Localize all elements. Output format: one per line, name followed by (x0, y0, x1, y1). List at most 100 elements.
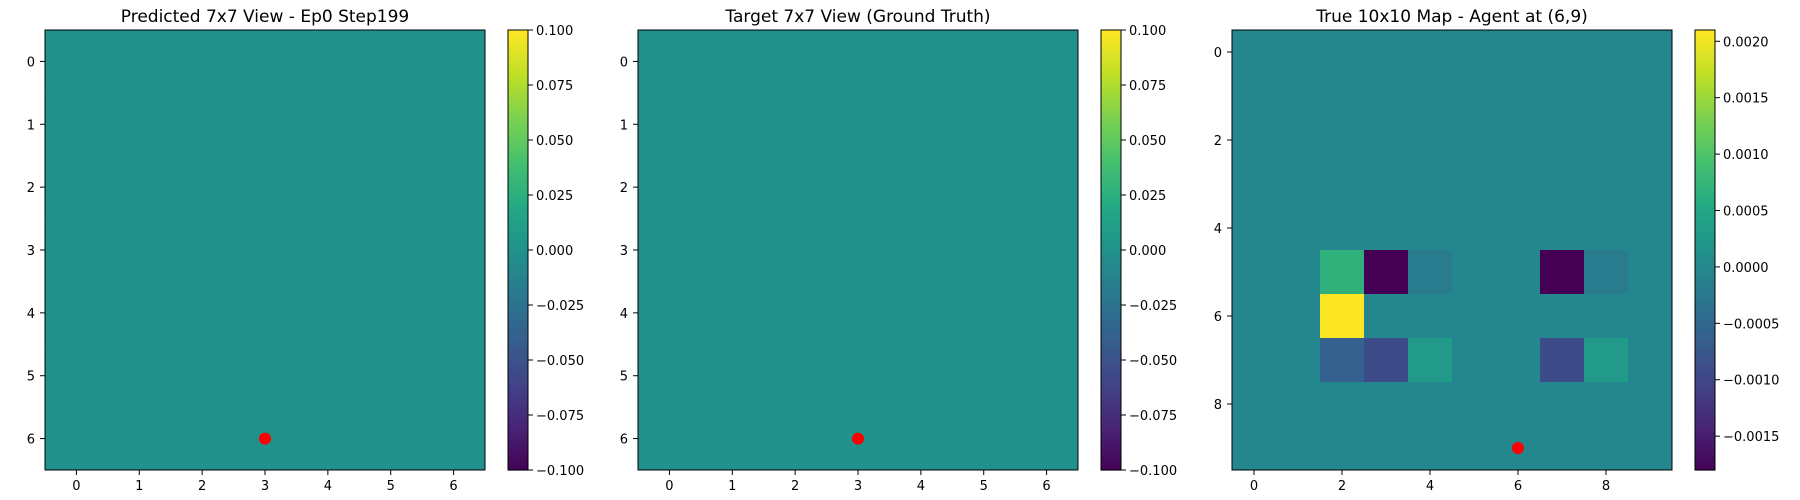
colorbar-segment (1695, 290, 1715, 295)
x-tick-label: 0 (72, 479, 80, 494)
heatmap-cell (1628, 250, 1673, 295)
colorbar-segment (1101, 349, 1121, 354)
colorbar-segment (508, 129, 528, 134)
heatmap-cell (45, 344, 109, 408)
colorbar-segment (1101, 44, 1121, 49)
heatmap-cell (952, 281, 1016, 345)
colorbar-segment (1695, 206, 1715, 211)
colorbar-segment (1101, 305, 1121, 310)
heatmap-cell (763, 155, 828, 220)
heatmap-cell (889, 218, 953, 282)
heatmap-cell (359, 30, 423, 94)
colorbar-segment (1101, 374, 1121, 379)
colorbar-segment (1695, 378, 1715, 383)
colorbar-tick-label: −0.050 (1129, 354, 1177, 369)
x-tick-label: 2 (1338, 479, 1346, 494)
colorbar-segment (1101, 110, 1121, 115)
heatmap-cell (170, 407, 235, 471)
heatmap-cell (889, 30, 953, 94)
colorbar-segment (508, 143, 528, 148)
heatmap-cell (107, 30, 172, 94)
colorbar-tick-label: −0.0005 (1723, 317, 1779, 332)
colorbar-segment (1695, 385, 1715, 390)
heatmap-cell (45, 281, 109, 345)
colorbar-segment (1695, 30, 1715, 35)
heatmap-cell (1364, 74, 1409, 119)
x-tick-label: 1 (728, 479, 736, 494)
y-tick-label: 2 (620, 181, 628, 196)
colorbar-segment (1101, 371, 1121, 376)
colorbar-tick-label: 0.075 (1129, 79, 1166, 94)
colorbar-segment (1101, 184, 1121, 189)
x-tick-label: 4 (1426, 479, 1434, 494)
heatmap-cell (1232, 250, 1277, 295)
y-tick-label: 0 (27, 55, 35, 70)
x-tick-label: 0 (1250, 479, 1258, 494)
heatmap-cell (170, 155, 235, 220)
y-tick-label: 4 (1214, 222, 1222, 237)
colorbar-segment (1695, 165, 1715, 170)
colorbar-segment (1101, 217, 1121, 222)
colorbar-segment (1695, 92, 1715, 97)
colorbar-segment (1101, 360, 1121, 365)
colorbar-segment (1695, 440, 1715, 445)
y-tick-label: 2 (1214, 134, 1222, 149)
heatmap-cell (1584, 250, 1629, 295)
colorbar-segment (508, 327, 528, 332)
colorbar-segment (1695, 360, 1715, 365)
heatmap-cell (1540, 206, 1585, 251)
colorbar-segment (508, 37, 528, 42)
heatmap-cell (1320, 206, 1365, 251)
heatmap-panel-2: Target 7x7 View (Ground Truth) 0 1 2 3 4 5 6 0 1 2… (620, 7, 1177, 494)
heatmap-cell (638, 92, 702, 157)
colorbar-segment (1695, 466, 1715, 471)
heatmap-cell (233, 344, 297, 408)
colorbar-segment (1101, 107, 1121, 112)
heatmap-cell (45, 218, 109, 282)
heatmap-cell (1452, 74, 1497, 119)
colorbar-segment (508, 136, 528, 141)
colorbar-segment (1101, 433, 1121, 438)
colorbar-segment (508, 209, 528, 214)
colorbar-segment (1101, 143, 1121, 148)
heatmap-cell (1452, 206, 1497, 251)
x-tick-label: 2 (198, 479, 206, 494)
heatmap-cell (763, 92, 828, 157)
colorbar-segment (1101, 382, 1121, 387)
heatmap-cell (1408, 206, 1453, 251)
colorbar-segment (1101, 312, 1121, 317)
heatmap-cell (1364, 162, 1409, 207)
colorbar-segment (508, 191, 528, 196)
heatmap-cell (1496, 206, 1541, 251)
heatmap-cell (170, 344, 235, 408)
colorbar-segment (1101, 176, 1121, 181)
heatmap-cell (700, 344, 765, 408)
colorbar-segment (1101, 338, 1121, 343)
colorbar-segment (508, 415, 528, 420)
heatmap-cell (1452, 338, 1497, 383)
heatmap-cell (170, 281, 235, 345)
colorbar-segment (508, 462, 528, 467)
heatmap-cell (1232, 294, 1277, 339)
colorbar-segment (1101, 294, 1121, 299)
heatmap-cell (763, 344, 828, 408)
colorbar-segment (1695, 33, 1715, 38)
heatmap-cell (1628, 382, 1673, 427)
heatmap-cell (1276, 30, 1321, 75)
heatmap-cell (638, 218, 702, 282)
colorbar-segment (508, 455, 528, 460)
heatmap-cell (1452, 426, 1497, 471)
colorbar-segment (1101, 140, 1121, 145)
colorbar-segment (1695, 202, 1715, 207)
colorbar-segment (508, 396, 528, 401)
colorbar-segment (1101, 404, 1121, 409)
heatmap-cell (1232, 162, 1277, 207)
colorbar-segment (1101, 37, 1121, 42)
heatmap-cell (889, 92, 953, 157)
heatmap-cell (296, 344, 360, 408)
colorbar-segment (508, 297, 528, 302)
colorbar-segment (1101, 154, 1121, 159)
colorbar-segment (1101, 81, 1121, 86)
colorbar-segment (1101, 191, 1121, 196)
colorbar-segment (508, 224, 528, 229)
